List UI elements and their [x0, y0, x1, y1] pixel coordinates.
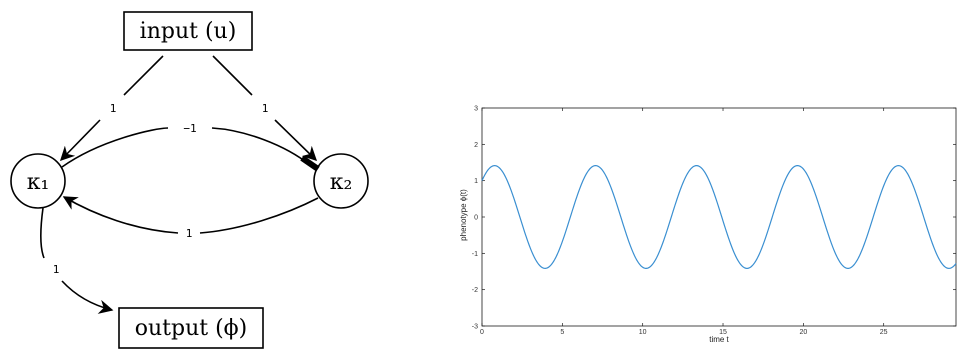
edge-kappa1-to-kappa2: −1	[61, 122, 320, 172]
axis-tick-labels: 0 5 10 15 20 25 -3 -2 -1 0 1 2 3	[472, 106, 888, 337]
edge-kappa2-to-kappa1-label: 1	[186, 227, 193, 240]
edge-input-to-kappa2-label: 1	[262, 102, 269, 115]
y-axis-label: phenotype ϕ(t)	[459, 189, 468, 241]
edge-kappa1-to-kappa2-label: −1	[183, 122, 196, 135]
output-node: output (ϕ)	[118, 307, 264, 349]
kappa1-label: κ₁	[27, 170, 50, 195]
edge-kappa1-to-output: 1	[40, 207, 114, 314]
y-tick-label: 0	[474, 215, 478, 222]
network-diagram: input (u) output (ϕ) κ₁ κ₂ 1 1	[10, 11, 369, 349]
series-line	[481, 165, 957, 269]
kappa2-node: κ₂	[313, 153, 369, 209]
x-tick-label: 25	[880, 329, 888, 336]
y-tick-label: -2	[472, 287, 478, 294]
x-tick-label: 10	[639, 329, 647, 336]
input-node: input (u)	[123, 11, 253, 51]
x-tick-label: 0	[480, 329, 484, 336]
phenotype-chart: 0 5 10 15 20 25 -3 -2 -1 0 1 2 3 time t phenotype ϕ(…	[459, 106, 957, 344]
y-tick-label: -1	[472, 251, 478, 258]
edge-input-to-kappa1-label: 1	[110, 102, 117, 115]
x-axis-label: time t	[709, 335, 729, 344]
y-tick-label: -3	[472, 324, 478, 331]
axis-ticks	[481, 107, 956, 327]
kappa1-node: κ₁	[10, 153, 66, 209]
y-tick-label: 1	[474, 178, 478, 185]
inhibition-bar	[300, 155, 320, 172]
edge-kappa1-to-output-label: 1	[53, 263, 60, 276]
edge-kappa2-to-kappa1: 1	[62, 196, 319, 240]
input-node-label: input (u)	[140, 19, 237, 44]
x-tick-label: 15	[719, 329, 727, 336]
y-tick-label: 2	[474, 142, 478, 149]
y-tick-label: 3	[474, 106, 478, 113]
edge-input-to-kappa2: 1	[212, 55, 318, 162]
kappa2-label: κ₂	[330, 170, 353, 195]
edge-input-to-kappa1: 1	[59, 55, 164, 162]
x-tick-label: 5	[560, 329, 564, 336]
output-node-label: output (ϕ)	[135, 316, 248, 341]
x-tick-label: 20	[799, 329, 807, 336]
plot-frame	[481, 107, 957, 327]
